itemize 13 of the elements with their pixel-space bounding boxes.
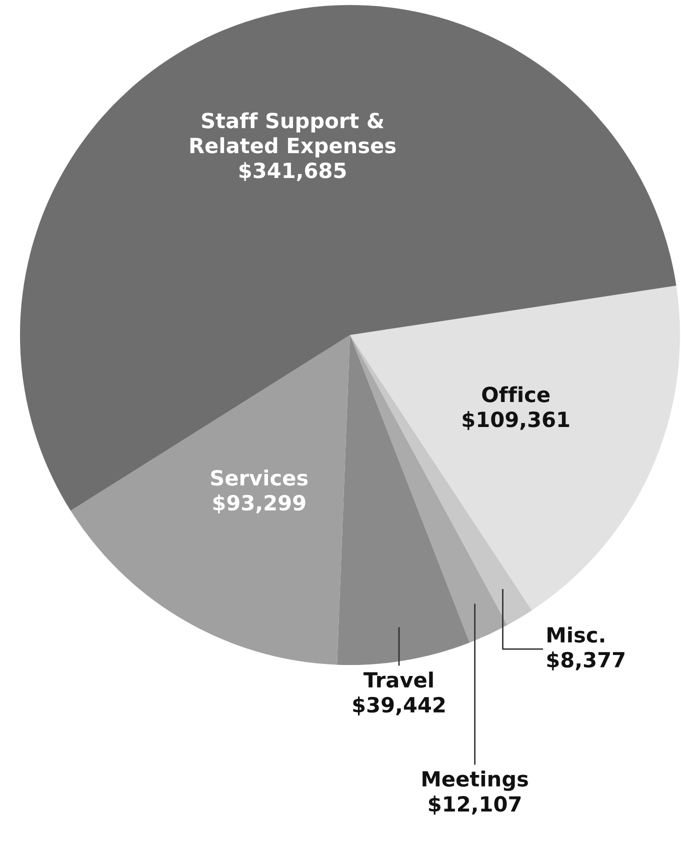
pie-slice [350,286,680,610]
slice-label: Office [482,386,550,402]
data-label: $8,377 [547,651,624,670]
data-label: $341,685 [239,162,346,182]
data-label: $109,361 [462,411,570,430]
slice-label: Services [211,470,308,486]
slice-label: Travel [364,672,433,688]
slice-label: Staff Support & Related Expenses [190,112,396,158]
data-label: $12,107 [428,796,521,815]
slice-label: Meetings [422,770,528,791]
data-label: $93,299 [213,494,306,514]
slice-label: Misc. [548,626,604,643]
data-label: $39,442 [353,696,445,716]
